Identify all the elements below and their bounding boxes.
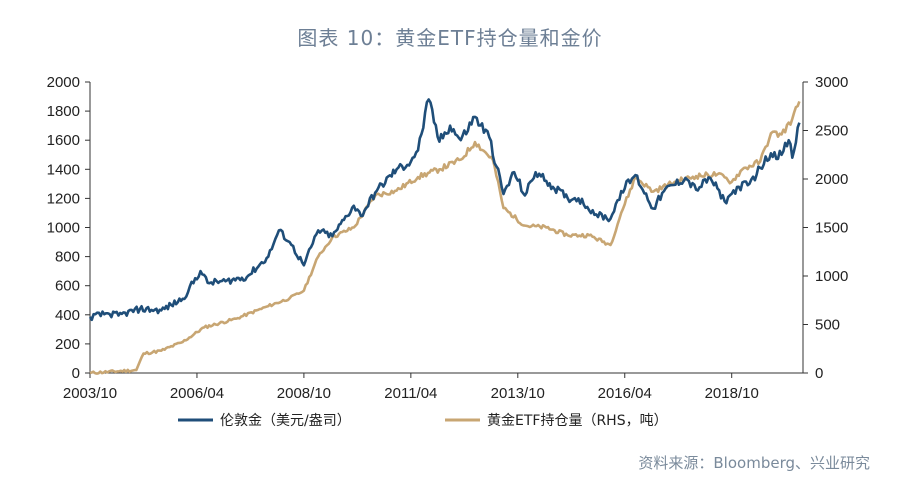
y-right-tick-label: 2000: [815, 171, 848, 188]
series-layer: [88, 98, 801, 375]
source-note: 资料来源：Bloomberg、兴业研究: [638, 454, 870, 472]
y-left-tick-label: 1200: [47, 190, 80, 207]
x-tick-label: 2016/04: [598, 385, 652, 402]
axes: 0 200 400 600 800 1000 1200 1400 1600 1800 2000 0 50…: [47, 74, 849, 402]
y-left-tick-label: 1400: [47, 161, 80, 178]
gold-price-line: [88, 98, 801, 322]
legend-item-etf-holdings-label: 黄金ETF持仓量（RHS，吨）: [487, 412, 668, 429]
y-right-tick-label: 0: [815, 365, 823, 382]
y-left-tick-label: 400: [55, 307, 80, 324]
y-left-tick-label: 1600: [47, 132, 80, 149]
y-left-tick-label: 2000: [47, 74, 80, 91]
y-right-tick-label: 500: [815, 317, 840, 334]
y-right-tick-label: 3000: [815, 74, 848, 91]
y-left-tick-label: 600: [55, 278, 80, 295]
etf-holdings-line: [89, 100, 801, 375]
x-tick-label: 2011/04: [384, 385, 437, 402]
y-left-tick-label: 0: [72, 365, 80, 382]
legend-item-gold-price-label: 伦敦金（美元/盎司）: [220, 413, 351, 429]
y-left-tick-label: 800: [55, 249, 80, 266]
x-tick-label: 2018/10: [705, 385, 759, 402]
x-tick-label: 2003/10: [63, 385, 117, 402]
x-tick-label: 2006/04: [170, 385, 224, 402]
y-left-tick-label: 1800: [47, 103, 80, 120]
x-tick-label: 2013/10: [491, 385, 545, 402]
y-right-tick-label: 1000: [815, 268, 848, 285]
y-left-tick-label: 1000: [47, 220, 80, 237]
y-right-tick-label: 2500: [815, 123, 848, 140]
legend: 伦敦金（美元/盎司） 黄金ETF持仓量（RHS，吨）: [178, 412, 668, 429]
chart-title: 图表 10：黄金ETF持仓量和金价: [297, 26, 603, 50]
y-right-tick-label: 1500: [815, 220, 848, 237]
x-tick-label: 2008/10: [277, 385, 331, 402]
y-left-tick-label: 200: [55, 336, 80, 353]
